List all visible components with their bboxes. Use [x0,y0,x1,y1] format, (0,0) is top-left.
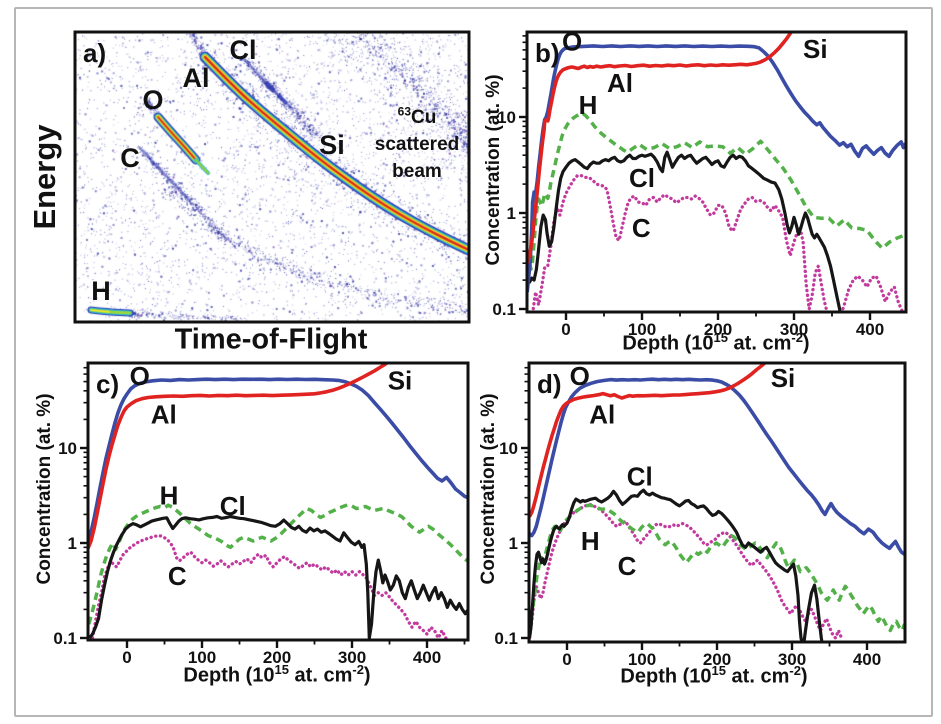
cu-isotope-line: 63Cu [375,104,460,131]
cu-mass-number: 63 [397,104,412,119]
panel-d-y-axis-title: Concentration (at. %) [478,393,499,585]
panel-c-y-axis-title: Concentration (at. %) [34,393,55,585]
panel-b-y-axis-title: Concentration (at. %) [483,74,504,266]
x-title-sup: 15 [713,329,728,345]
x-title-pre: Depth (10 [620,665,712,688]
panel-b-x-axis-title: Depth (1015 at. cm-2) [622,329,810,356]
panel-c-x-axis-title: Depth (1015 at. cm-2) [183,661,371,688]
x-title-post: ) [363,664,371,687]
x-title-sup2: -2 [791,329,803,345]
cu-scattered-beam-label: 63Cu scattered beam [375,104,460,185]
cu-element: Cu [411,107,437,128]
cu-label-line3: beam [392,161,442,182]
x-title-sup2: -2 [789,662,801,678]
panel-a-x-axis-title: Time-of-Flight [174,323,368,356]
figure-frame [14,7,933,717]
x-title-sup: 15 [274,661,289,677]
panel-a-y-axis-title: Energy [27,124,62,230]
panel-d-x-axis-title: Depth (1015 at. cm-2) [620,662,808,689]
x-title-post: ) [802,332,810,355]
x-title-mid: at. cm [726,665,790,688]
cu-label-line2: scattered [374,134,460,155]
x-title-mid: at. cm [289,664,353,687]
x-title-post: ) [800,665,808,688]
x-title-pre: Depth (10 [622,332,714,355]
x-title-mid: at. cm [728,332,792,355]
x-title-pre: Depth (10 [183,664,275,687]
x-title-sup2: -2 [352,661,364,677]
x-title-sup: 15 [711,662,726,678]
